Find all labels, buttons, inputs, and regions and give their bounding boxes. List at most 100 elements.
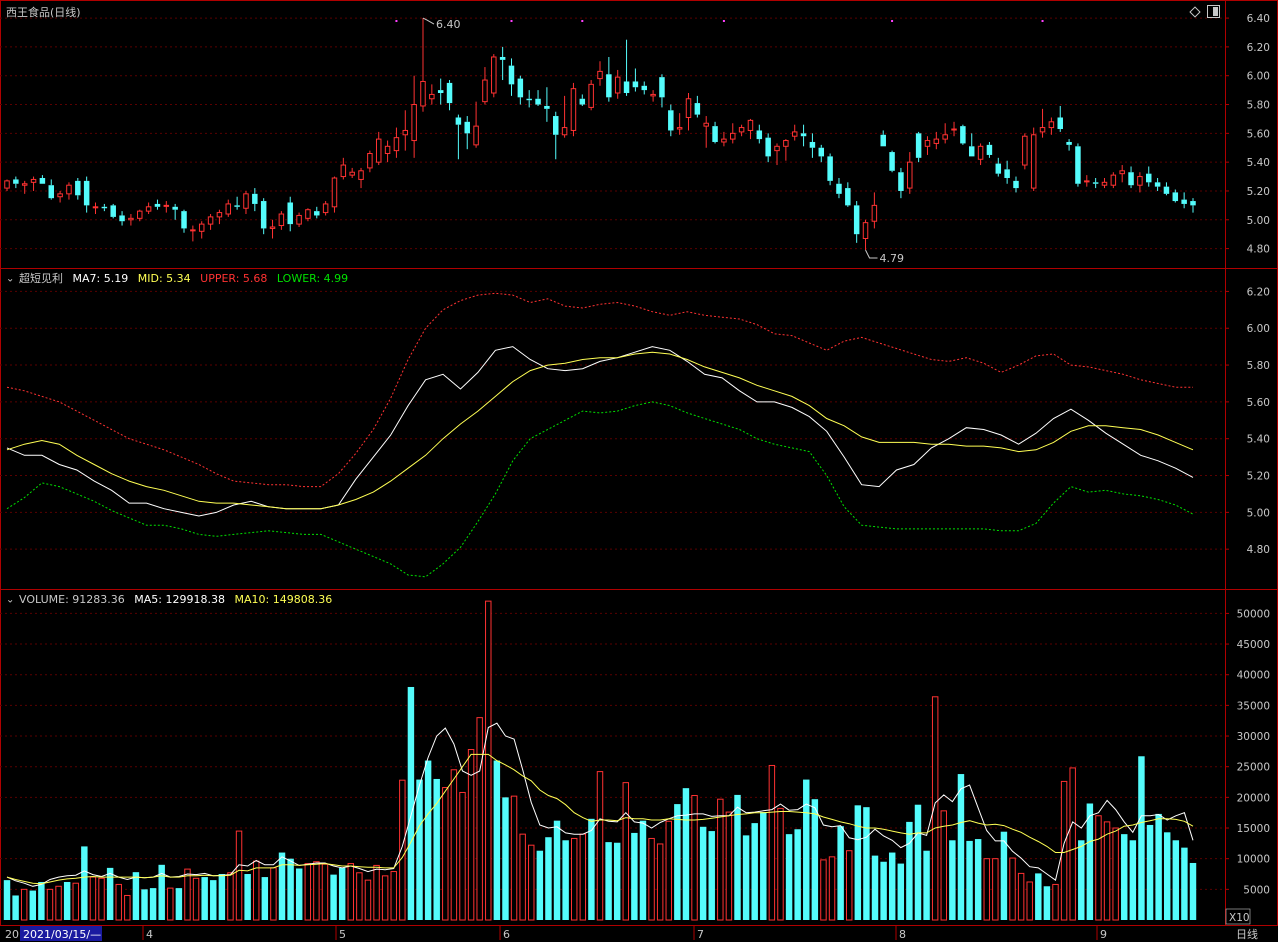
candle[interactable] <box>641 81 647 95</box>
volume-bar[interactable] <box>811 799 819 920</box>
volume-bar[interactable] <box>1026 881 1033 921</box>
volume-bar[interactable] <box>261 877 269 920</box>
volume-bar[interactable] <box>579 833 587 921</box>
candle[interactable] <box>225 199 232 217</box>
volume-bar[interactable] <box>820 859 827 921</box>
top-right-icons[interactable] <box>1189 5 1220 18</box>
candle[interactable] <box>482 67 488 105</box>
candle[interactable] <box>172 203 178 220</box>
candle[interactable] <box>119 211 125 226</box>
candle[interactable] <box>4 179 10 191</box>
volume-bar[interactable] <box>364 879 372 921</box>
candle[interactable] <box>632 68 639 92</box>
volume-bar[interactable] <box>210 880 217 920</box>
candle[interactable] <box>455 114 462 160</box>
volume-bar[interactable] <box>89 876 97 921</box>
volume-bar[interactable] <box>777 807 784 921</box>
candle[interactable] <box>968 133 975 157</box>
volume-bar[interactable] <box>38 881 45 920</box>
volume-bar[interactable] <box>502 797 509 920</box>
candle[interactable] <box>730 123 736 144</box>
candle[interactable] <box>871 192 878 229</box>
volume-bar[interactable] <box>192 877 200 921</box>
volume-bar[interactable] <box>63 881 71 920</box>
candle[interactable] <box>898 167 904 199</box>
candle[interactable] <box>57 190 63 203</box>
candle[interactable] <box>464 116 470 150</box>
volume-bar[interactable] <box>596 771 604 921</box>
candle[interactable] <box>526 90 532 108</box>
volume-bar[interactable] <box>708 831 715 920</box>
candle[interactable] <box>1022 133 1028 170</box>
candle[interactable] <box>190 225 196 242</box>
candle[interactable] <box>907 152 913 194</box>
diamond-icon[interactable] <box>1189 6 1201 18</box>
candle[interactable] <box>491 54 497 98</box>
candle[interactable] <box>420 18 426 112</box>
volume-bar[interactable] <box>433 778 440 920</box>
candle[interactable] <box>1075 143 1081 187</box>
candle[interactable] <box>83 176 90 213</box>
candle[interactable] <box>800 124 807 147</box>
volume-bar[interactable] <box>98 877 105 921</box>
volume-bar[interactable] <box>218 874 226 920</box>
candle[interactable] <box>260 198 267 235</box>
candle[interactable] <box>269 219 276 239</box>
candle[interactable] <box>544 87 550 122</box>
volume-bar[interactable] <box>55 885 62 921</box>
candle[interactable] <box>75 178 81 200</box>
candle[interactable] <box>110 203 116 219</box>
candle[interactable] <box>402 110 409 151</box>
volume-bar[interactable] <box>399 779 406 921</box>
volume-bar[interactable] <box>253 860 260 921</box>
volume-bar[interactable] <box>656 843 664 921</box>
volume-bar[interactable] <box>442 787 449 921</box>
candle[interactable] <box>774 143 780 166</box>
volume-bar[interactable] <box>29 890 37 920</box>
price-panel[interactable]: 西王食品(日线) 6.40 4.79 <box>4 5 1220 265</box>
volume-bar[interactable] <box>631 832 638 920</box>
candle[interactable] <box>128 214 134 226</box>
volume-bar[interactable] <box>149 888 157 920</box>
volume-bar[interactable] <box>158 864 165 920</box>
volume-bar[interactable] <box>416 779 423 920</box>
volume-bar[interactable] <box>338 867 346 920</box>
candle[interactable] <box>1030 127 1037 191</box>
volume-bar[interactable] <box>235 830 243 921</box>
volume-bar[interactable] <box>1172 840 1180 920</box>
volume-bar[interactable] <box>957 774 965 920</box>
volume-bar[interactable] <box>115 883 122 921</box>
volume-bar[interactable] <box>485 600 492 921</box>
volume-bar[interactable] <box>124 894 131 921</box>
candle[interactable] <box>181 209 187 233</box>
candle[interactable] <box>1004 160 1010 184</box>
candle[interactable] <box>517 75 524 105</box>
volume-bar[interactable] <box>760 812 767 920</box>
volume-bar[interactable] <box>974 839 982 920</box>
volume-bar[interactable] <box>906 821 913 920</box>
volume-bar[interactable] <box>699 826 707 920</box>
volume-bar[interactable] <box>141 889 148 920</box>
volume-bar[interactable] <box>536 850 544 920</box>
candle[interactable] <box>154 199 161 210</box>
candle[interactable] <box>1039 108 1046 138</box>
candle[interactable] <box>685 93 692 131</box>
volume-bar[interactable] <box>1009 857 1016 921</box>
candle[interactable] <box>1101 178 1108 189</box>
candle[interactable] <box>1137 172 1143 193</box>
candle[interactable] <box>951 121 957 137</box>
candle[interactable] <box>429 84 435 105</box>
candle[interactable] <box>650 90 656 102</box>
candle[interactable] <box>437 78 444 105</box>
candle[interactable] <box>721 131 727 147</box>
candle[interactable] <box>39 175 46 184</box>
volume-bar[interactable] <box>270 867 277 921</box>
volume-bar[interactable] <box>1112 827 1119 921</box>
candle[interactable] <box>21 180 28 194</box>
volume-bar[interactable] <box>201 877 208 920</box>
volume-bar[interactable] <box>1103 821 1111 921</box>
volume-bar[interactable] <box>605 842 612 920</box>
volume-bar[interactable] <box>1052 883 1059 921</box>
candle[interactable] <box>676 113 683 135</box>
candle[interactable] <box>66 182 72 200</box>
